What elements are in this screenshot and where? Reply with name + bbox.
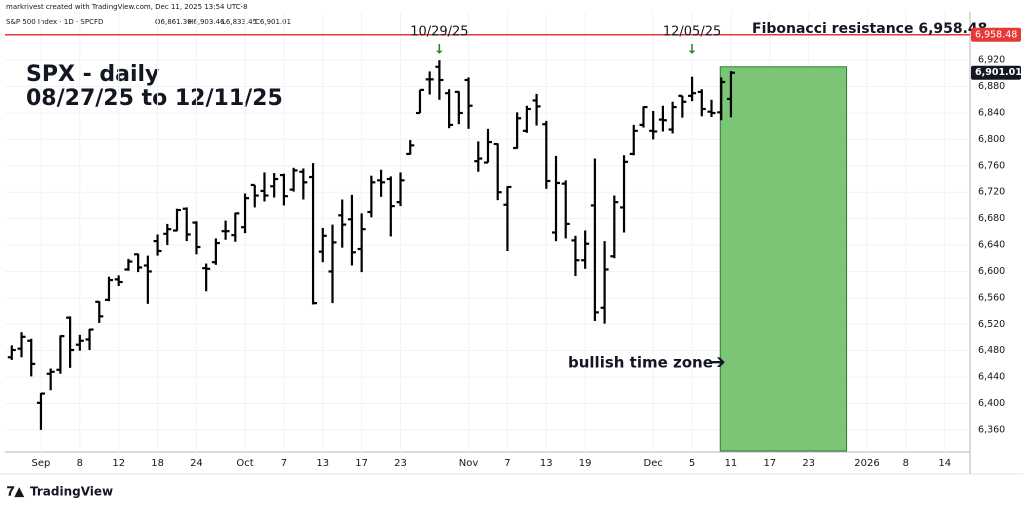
x-tick-label: 18	[151, 458, 164, 469]
brand-logo: 𝟕▲	[7, 485, 24, 500]
legend-low: L6,833.45	[222, 18, 257, 26]
brand: TradingView	[30, 485, 113, 499]
x-tick-label: 2026	[854, 458, 879, 469]
x-tick-label: 8	[77, 458, 83, 469]
credit: markrivest created with TradingView.com,…	[6, 3, 248, 11]
y-tick-label: 6,440	[978, 372, 1005, 383]
x-tick-label: 14	[938, 458, 951, 469]
resistance-tag: 6,958.48	[975, 29, 1017, 40]
x-tick-label: 23	[802, 458, 815, 469]
x-tick-label: 19	[579, 458, 592, 469]
x-tick-label: 12	[112, 458, 125, 469]
last-price-bg	[971, 65, 1021, 80]
chart-title: SPX - daily	[26, 62, 159, 87]
symbol: S&P 500 Index · 1D · SPCFD	[6, 18, 103, 26]
y-tick-label: 6,760	[978, 160, 1005, 171]
time-zone	[719, 66, 848, 452]
x-tick-label: 17	[355, 458, 368, 469]
x-tick-label: Oct	[236, 458, 253, 469]
annotation-label: 12/05/25	[663, 25, 721, 40]
legend-close: C6,901.01	[255, 18, 291, 26]
x-tick-label: 7	[281, 458, 287, 469]
y-tick-label: 6,400	[978, 398, 1005, 409]
x-tick-label: 7	[504, 458, 510, 469]
legend-open: O6,861.30	[155, 18, 192, 26]
x-tick-label: 11	[725, 458, 738, 469]
chart-subtitle: 08/27/25 to 12/11/25	[26, 86, 283, 111]
annotation-arrow: ↓	[434, 43, 445, 58]
y-tick-label: 6,520	[978, 319, 1005, 330]
y-tick-label: 6,360	[978, 424, 1005, 435]
y-tick-label: 6,800	[978, 134, 1005, 145]
y-tick-label: 6,880	[978, 81, 1005, 92]
annotation-label: 10/29/25	[410, 25, 468, 40]
x-tick-label: Dec	[644, 458, 663, 469]
x-tick-label: 13	[540, 458, 553, 469]
legend-high: H6,903.46	[188, 18, 225, 26]
x-tick-label: 5	[689, 458, 695, 469]
x-tick-label: 13	[316, 458, 329, 469]
y-tick-label: 6,720	[978, 187, 1005, 198]
y-tick-label: 6,600	[978, 266, 1005, 277]
resistance-tag-bg	[971, 27, 1021, 42]
x-tick-label: Nov	[459, 458, 479, 469]
y-tick-label: 6,840	[978, 108, 1005, 119]
x-tick-label: 23	[394, 458, 407, 469]
last-price-label: 6,901.01	[975, 67, 1022, 78]
y-tick-label: 6,680	[978, 213, 1005, 224]
y-tick-label: 6,640	[978, 240, 1005, 251]
y-tick-label: 6,920	[978, 55, 1005, 66]
time-zone-label: bullish time zone	[568, 354, 713, 372]
annotation-arrow: ↓	[687, 43, 698, 58]
x-tick-label: 8	[903, 458, 909, 469]
x-tick-label: Sep	[32, 458, 51, 469]
y-tick-label: 6,560	[978, 292, 1005, 303]
y-tick-label: 6,480	[978, 345, 1005, 356]
x-tick-label: 17	[763, 458, 776, 469]
time-zone-arrow: ➔	[709, 350, 726, 374]
resistance-label: Fibonacci resistance 6,958.48	[752, 21, 987, 37]
x-tick-label: 24	[190, 458, 203, 469]
